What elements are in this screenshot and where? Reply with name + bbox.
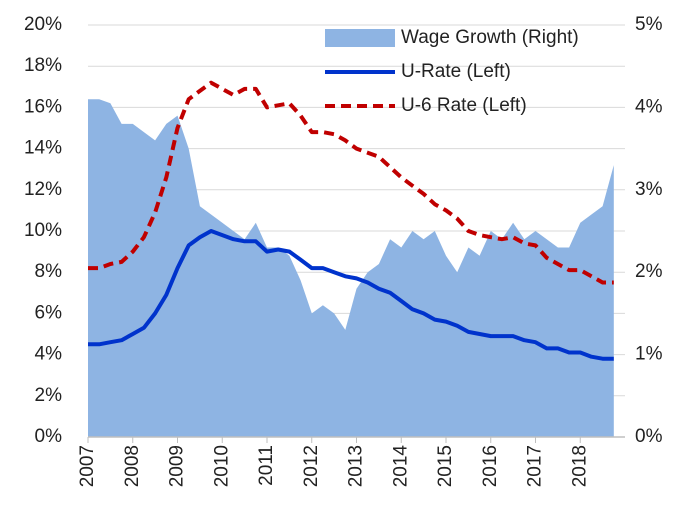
legend-label: Wage Growth (Right): [401, 27, 579, 48]
y2-tick-label: 5%: [635, 14, 663, 35]
x-tick-label: 2013: [346, 445, 367, 487]
legend-swatch: [325, 29, 395, 47]
x-tick-label: 2012: [301, 445, 322, 487]
y2-tick-label: 4%: [635, 96, 663, 117]
legend-label: U-6 Rate (Left): [401, 95, 527, 116]
line: [88, 229, 614, 361]
y-tick-label: 4%: [35, 344, 63, 365]
y-tick-label: 12%: [24, 179, 62, 200]
x-tick-label: 2015: [435, 445, 456, 487]
y-tick-label: 6%: [35, 302, 63, 323]
legend-label: U-Rate (Left): [401, 61, 511, 82]
y-tick-label: 16%: [24, 96, 62, 117]
x-tick-label: 2010: [211, 445, 232, 487]
x-tick-label: 2017: [525, 445, 546, 487]
y2-tick-label: 0%: [635, 426, 663, 447]
x-tick-label: 2011: [256, 445, 277, 486]
y2-tick-label: 2%: [635, 261, 663, 282]
x-tick-label: 2008: [122, 445, 143, 487]
y2-tick-label: 1%: [635, 344, 663, 365]
y-tick-label: 18%: [24, 55, 62, 76]
x-tick-label: 2014: [390, 445, 411, 488]
x-tick-label: 2007: [77, 445, 98, 487]
x-tick-label: 2009: [167, 445, 188, 487]
y-tick-label: 14%: [24, 138, 62, 159]
y-tick-label: 10%: [24, 220, 62, 241]
x-tick-label: 2016: [480, 445, 501, 487]
x-tick-label: 2018: [569, 445, 590, 487]
y-tick-label: 2%: [35, 385, 63, 406]
y-tick-label: 0%: [35, 426, 63, 447]
area: [88, 99, 614, 437]
y-tick-label: 8%: [35, 261, 63, 282]
y-tick-label: 20%: [24, 14, 62, 35]
y2-tick-label: 3%: [635, 179, 663, 200]
